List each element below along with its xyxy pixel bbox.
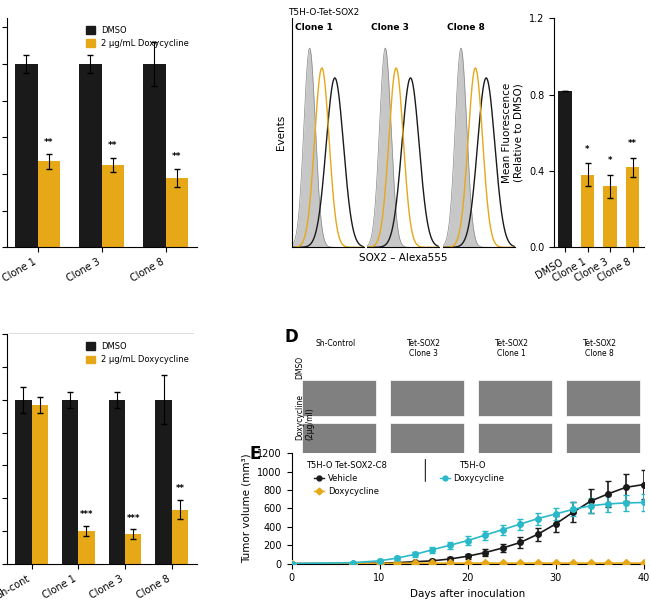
Bar — [603, 186, 617, 247]
Text: Tet-SOX2
Clone 3: Tet-SOX2 Clone 3 — [406, 339, 441, 358]
Text: D: D — [285, 328, 298, 345]
FancyBboxPatch shape — [566, 380, 640, 416]
Bar — [580, 175, 594, 247]
Bar — [626, 167, 640, 247]
Text: Doxycycline
(2μg/ml): Doxycycline (2μg/ml) — [295, 394, 315, 440]
Text: *: * — [585, 145, 590, 154]
Bar — [15, 400, 31, 564]
Text: Clone 3: Clone 3 — [371, 23, 409, 32]
FancyBboxPatch shape — [302, 422, 376, 458]
X-axis label: SOX2 – Alexa555: SOX2 – Alexa555 — [359, 253, 448, 263]
Bar — [15, 64, 38, 247]
Text: *: * — [608, 156, 612, 165]
Legend: DMSO, 2 μg/mL Doxycycline: DMSO, 2 μg/mL Doxycycline — [83, 339, 192, 367]
Text: **: ** — [172, 152, 181, 161]
FancyBboxPatch shape — [302, 380, 376, 416]
Legend: DMSO, 2 μg/mL Doxycycline: DMSO, 2 μg/mL Doxycycline — [83, 22, 192, 51]
Text: Clone 1: Clone 1 — [295, 23, 333, 32]
Bar — [166, 178, 188, 247]
Text: Tet-SOX2
Clone 8: Tet-SOX2 Clone 8 — [582, 339, 616, 358]
Bar — [125, 534, 141, 564]
Legend: Doxycycline: Doxycycline — [437, 458, 508, 487]
FancyBboxPatch shape — [478, 422, 552, 458]
Bar — [38, 161, 60, 247]
FancyBboxPatch shape — [390, 380, 464, 416]
Text: ***: *** — [80, 510, 93, 519]
Bar — [558, 91, 572, 247]
Text: **: ** — [108, 141, 118, 150]
Bar — [143, 64, 166, 247]
Y-axis label: Events: Events — [276, 115, 286, 150]
FancyBboxPatch shape — [478, 380, 552, 416]
Bar — [109, 400, 125, 564]
X-axis label: Days after inoculation: Days after inoculation — [410, 589, 525, 599]
Text: T-5H-O Tet-SOX2: T-5H-O Tet-SOX2 — [62, 362, 142, 372]
Text: ***: *** — [126, 514, 140, 522]
Y-axis label: Mean Fluorescence
(Relative to DMSO): Mean Fluorescence (Relative to DMSO) — [502, 82, 523, 183]
Bar — [172, 510, 188, 564]
Text: Clone 8: Clone 8 — [447, 23, 484, 32]
Bar — [155, 400, 172, 564]
Text: E: E — [250, 445, 261, 462]
Text: **: ** — [44, 138, 53, 147]
Bar — [78, 531, 95, 564]
Bar — [31, 405, 48, 564]
Y-axis label: Tumor volume (mm³): Tumor volume (mm³) — [242, 454, 252, 563]
FancyBboxPatch shape — [566, 422, 640, 458]
Bar — [101, 165, 124, 247]
Bar — [62, 400, 78, 564]
FancyBboxPatch shape — [390, 422, 464, 458]
Text: DMSO: DMSO — [295, 356, 304, 379]
Text: **: ** — [628, 139, 637, 148]
Bar — [79, 64, 101, 247]
Text: T5H-O-Tet-SOX2: T5H-O-Tet-SOX2 — [288, 8, 359, 18]
Text: **: ** — [176, 484, 185, 493]
Text: Tet-SOX2
Clone 1: Tet-SOX2 Clone 1 — [495, 339, 528, 358]
Text: Sh-Control: Sh-Control — [315, 339, 356, 348]
